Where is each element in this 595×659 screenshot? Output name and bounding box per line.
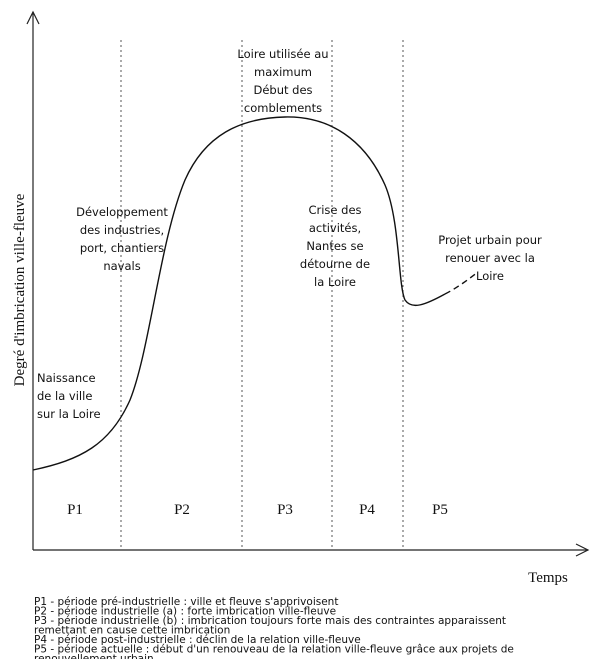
curve: [32, 116, 446, 471]
x-axis-label: Temps: [528, 570, 568, 586]
annotations: Naissance de la ville sur la Loire Développ…: [37, 47, 542, 421]
annotation-line: sur la Loire: [37, 407, 101, 421]
period-label: P2: [174, 502, 190, 518]
annotation-line: Loire: [476, 269, 504, 283]
period-label: P4: [359, 502, 375, 518]
annotation-line: détourne de: [300, 257, 370, 271]
axes: [26, 10, 590, 557]
annotation-line: Début des: [253, 83, 312, 97]
annotation-line: activités,: [309, 221, 361, 235]
annotation-line: Projet urbain pour: [438, 233, 542, 247]
annotation-line: port, chantiers: [80, 241, 164, 255]
annotation-line: Loire utilisée au: [237, 47, 328, 61]
annotation-line: navals: [103, 259, 140, 273]
annotation-line: Développement: [76, 205, 168, 219]
legend-line: renouvellement urbain: [34, 653, 154, 659]
period-label: P3: [277, 502, 293, 518]
annotation-line: Nantes se: [306, 239, 363, 253]
annotation-line: renouer avec la: [445, 251, 535, 265]
legend-line: P2 - période industrielle (a) : forte im…: [34, 606, 336, 618]
legend-line: remettant en cause cette imbrication: [34, 625, 230, 637]
annotation-line: maximum: [254, 65, 312, 79]
annotation-line: de la ville: [37, 389, 92, 403]
y-axis-label: Degré d'imbrication ville-fleuve: [12, 193, 28, 386]
annotation-line: des industries,: [80, 223, 164, 237]
legend-line: P4 - période post-industrielle : déclin …: [34, 634, 361, 646]
annotation-line: comblements: [244, 101, 322, 115]
period-label: P5: [432, 502, 448, 518]
legend-line: P3 - période industrielle (b) : imbricat…: [34, 615, 506, 627]
annotation-line: Naissance: [37, 371, 96, 385]
annotation-line: la Loire: [314, 275, 356, 289]
legend: P1 - période pré-industrielle : ville et…: [34, 596, 514, 659]
legend-line: P1 - période pré-industrielle : ville et…: [34, 596, 338, 608]
annotation-line: Crise des: [308, 203, 361, 217]
curve-projection: [444, 271, 479, 295]
legend-line: P5 - période actuelle : début d'un renou…: [34, 644, 514, 656]
period-label: P1: [67, 502, 83, 518]
period-dividers: [120, 40, 404, 550]
period-labels: P1 P2 P3 P4 P5: [67, 502, 448, 518]
